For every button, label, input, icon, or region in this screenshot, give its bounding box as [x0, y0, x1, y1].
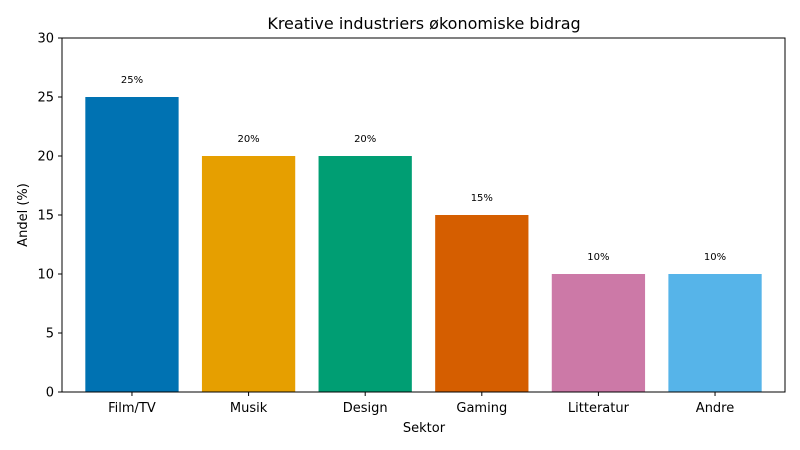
y-tick-label: 30: [37, 32, 54, 47]
x-tick-label: Gaming: [456, 401, 507, 416]
y-tick-label: 15: [37, 209, 54, 224]
x-tick-label: Design: [343, 401, 388, 416]
y-tick-label: 20: [37, 150, 54, 165]
chart-title: Kreative industriers økonomiske bidrag: [267, 14, 580, 33]
data-labels-group: 25% 20% 20% 15% 10% 10%: [121, 75, 726, 263]
x-tick-label: Film/TV: [108, 401, 156, 416]
bar-design: [318, 156, 412, 392]
x-tick-label: Andre: [696, 401, 734, 416]
x-axis: Film/TV Musik Design Gaming Litteratur Andre: [108, 392, 734, 416]
plot-frame: [61, 37, 786, 393]
y-axis: 0 5 10 15 20 25 30: [37, 32, 62, 401]
y-tick-label: 5: [46, 327, 54, 342]
y-tick-label: 25: [37, 91, 54, 106]
bar-gaming: [435, 215, 529, 392]
data-label: 15%: [471, 193, 493, 204]
x-axis-label: Sektor: [403, 421, 446, 436]
bar-musik: [201, 156, 296, 392]
data-label: 10%: [587, 252, 609, 263]
data-label: 20%: [354, 134, 376, 145]
bar-andre: [668, 274, 762, 392]
y-tick-label: 10: [37, 268, 54, 283]
y-tick-label: 0: [46, 386, 54, 401]
x-tick-label: Musik: [230, 401, 268, 416]
x-tick-label: Litteratur: [568, 401, 630, 416]
data-label: 25%: [121, 75, 143, 86]
bar-film-tv: [85, 97, 179, 392]
data-label: 10%: [704, 252, 726, 263]
bars-group: [85, 97, 762, 392]
bar-litteratur: [551, 274, 646, 392]
y-axis-label: Andel (%): [16, 183, 31, 247]
data-label: 20%: [237, 134, 259, 145]
